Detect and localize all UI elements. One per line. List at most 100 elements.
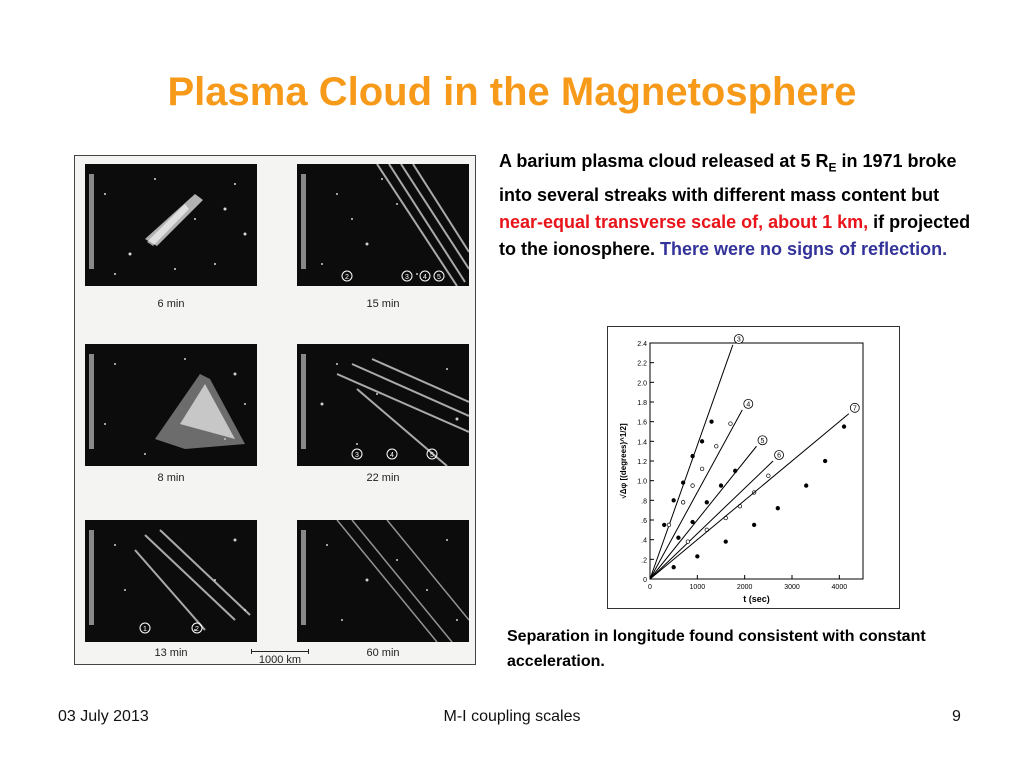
- series-4-point: [666, 522, 672, 528]
- photo-panel-4-marker-3: 5: [430, 452, 434, 459]
- photo-panel-5-time: 13 min: [154, 647, 188, 659]
- description-part2: in 1971 broke into several streaks with …: [499, 151, 957, 205]
- photo-panel-5-marker-1: 1: [143, 626, 147, 633]
- series-4-point: [680, 500, 686, 505]
- series-6-point: [685, 539, 691, 544]
- y-tick-label: 1.8: [637, 400, 647, 407]
- photo-panel-2-marker-4: 5: [437, 274, 441, 281]
- series-7-point: [804, 483, 809, 488]
- series-7-point: [751, 522, 757, 528]
- y-axis-label: √Δφ [(degrees)^1/2]: [619, 423, 628, 499]
- y-tick-label: 1.4: [637, 439, 647, 446]
- photo-panel-2-image: 2 3 4 5: [301, 164, 469, 286]
- separation-chart-frame: 0 .2 .4 .6 .8 1.0 1.2 1.4 1.6 1.8 2.0 2.2 2.4 0 1000 20…: [607, 326, 900, 609]
- series-3-point: [690, 453, 695, 459]
- x-tick-label: 3000: [784, 584, 800, 591]
- series-7-point: [723, 539, 728, 544]
- series-4-point: [699, 466, 705, 472]
- series-4-label: 4: [746, 401, 750, 408]
- series-3-point: [671, 498, 676, 503]
- y-tick-label: .4: [641, 538, 647, 545]
- description-subscript: E: [828, 160, 837, 175]
- photo-panel-4: 3 4 5: [297, 344, 469, 466]
- series-4-point: [728, 421, 733, 426]
- series-7-point: [822, 458, 828, 464]
- photo-panel-3-image: [89, 354, 246, 455]
- y-tick-label: 1.2: [637, 459, 647, 466]
- description-text: A barium plasma cloud released at 5 RE i…: [499, 148, 979, 263]
- photo-panel-2-marker-1: 2: [345, 274, 349, 281]
- barium-cloud-photo-figure: 6 min 2 3 4 5 15 min: [74, 155, 476, 666]
- series-3-point: [662, 522, 667, 528]
- photo-panel-4-image: 3 4 5: [301, 354, 469, 466]
- photo-panel-4-time: 22 min: [366, 472, 400, 484]
- series-7-point: [775, 506, 780, 511]
- footer-page-number: 9: [952, 708, 961, 725]
- series-6-fit-line: [649, 460, 774, 580]
- photo-panel-2-time: 15 min: [366, 298, 400, 310]
- y-tick-label: 2.4: [637, 341, 647, 348]
- photo-panel-1-image: [89, 174, 247, 275]
- photo-panel-4-marker-1: 3: [355, 452, 359, 459]
- series-3-point: [680, 480, 686, 485]
- photo-panel-4-marker-2: 4: [390, 452, 394, 459]
- series-7-point: [841, 424, 847, 429]
- series-5-label: 5: [761, 438, 765, 445]
- x-tick-label: 0: [648, 584, 652, 591]
- photo-panel-6-time: 60 min: [366, 647, 400, 659]
- series-5-label-circle: [757, 435, 768, 446]
- series-7-point: [671, 565, 676, 570]
- series-3-point: [709, 419, 714, 424]
- chart-plot-area: [649, 342, 864, 580]
- photo-panel-1-time: 6 min: [157, 298, 185, 310]
- series-7-point: [695, 554, 700, 559]
- series-7-label: 7: [853, 405, 857, 412]
- photo-panel-6: [297, 520, 469, 642]
- x-tick-label: 4000: [832, 584, 848, 591]
- x-tick-label: 2000: [737, 584, 753, 591]
- description-part1: A barium plasma cloud released at 5 R: [499, 151, 829, 171]
- y-tick-label: 1.6: [637, 420, 647, 427]
- series-5-point: [718, 483, 724, 488]
- x-tick-label: 1000: [690, 584, 706, 591]
- series-5-point: [733, 468, 738, 473]
- photo-panel-5: 1 2: [85, 520, 257, 642]
- photo-panel-2-marker-2: 3: [405, 274, 409, 281]
- photo-panel-3-time: 8 min: [157, 472, 185, 484]
- series-5-fit-line: [649, 445, 757, 580]
- chart-caption: Separation in longitude found consistent…: [507, 628, 926, 670]
- description-part3: if projected to the ionosphere.: [499, 211, 971, 259]
- description-blue-highlight: There were no signs of reflection.: [660, 238, 948, 259]
- series-3-point: [699, 439, 705, 444]
- photo-panel-1: [85, 164, 257, 286]
- slide-title: Plasma Cloud in the Magnetosphere: [167, 70, 857, 114]
- y-tick-label: .2: [641, 557, 647, 564]
- x-axis-label: t (sec): [743, 594, 770, 604]
- series-3-fit-line: [649, 344, 734, 580]
- y-tick-label: 1.0: [637, 479, 647, 486]
- series-6-label: 6: [777, 453, 781, 460]
- y-tick-label: 2.2: [637, 361, 647, 368]
- series-4-label-circle: [743, 398, 754, 409]
- y-tick-label: 0: [643, 577, 647, 584]
- photo-panel-3: [85, 344, 257, 466]
- scale-bar: [251, 649, 309, 654]
- series-5-point: [704, 500, 709, 505]
- series-7-label-circle: [849, 402, 860, 413]
- series-4-point: [690, 483, 695, 488]
- photo-panel-5-image: 1 2: [89, 529, 251, 634]
- series-5-point: [676, 535, 681, 540]
- y-tick-label: .8: [641, 498, 647, 505]
- y-tick-label: 2.0: [637, 380, 647, 387]
- separation-chart: 0 .2 .4 .6 .8 1.0 1.2 1.4 1.6 1.8 2.0 2.2 2.4 0 1000 20…: [619, 334, 864, 604]
- photo-panel-5-marker-2: 2: [195, 626, 199, 633]
- scale-bar-label: 1000 km: [258, 654, 302, 666]
- series-3-label: 3: [737, 336, 741, 343]
- series-7-fit-line: [649, 413, 850, 580]
- series-4-fit-line: [649, 409, 743, 580]
- footer-title: M-I coupling scales: [443, 708, 581, 725]
- description-red-highlight: near-equal transverse scale of, about 1 …: [499, 211, 869, 232]
- footer-date: 03 July 2013: [58, 708, 149, 725]
- series-6-point: [766, 473, 771, 478]
- series-4-point: [714, 444, 719, 449]
